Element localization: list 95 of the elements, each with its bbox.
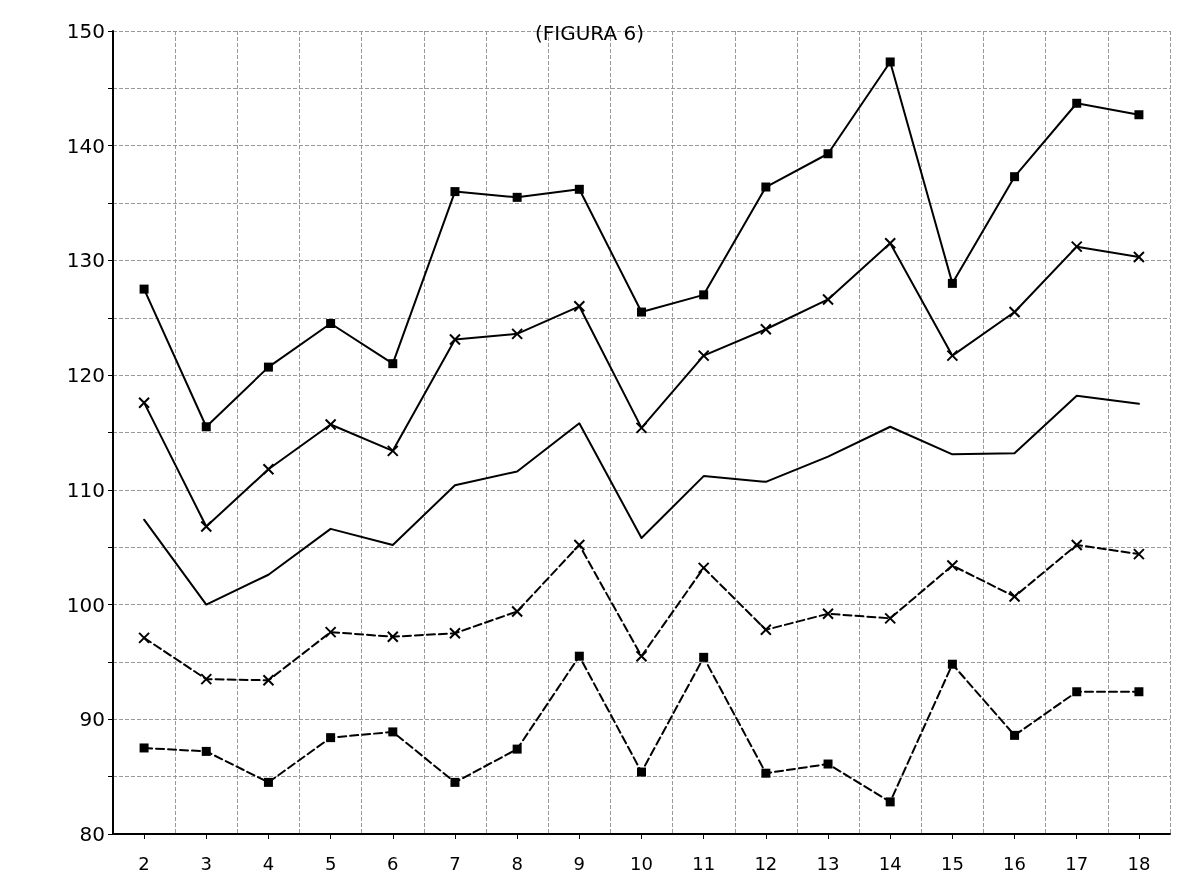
point xyxy=(262,463,275,476)
point xyxy=(1134,110,1144,120)
y-tick-label: 80 xyxy=(79,822,105,846)
point xyxy=(1008,590,1021,603)
point xyxy=(263,362,273,372)
point xyxy=(637,307,646,317)
point xyxy=(946,349,959,362)
point xyxy=(512,192,522,202)
x-tick-label: 10 xyxy=(630,852,653,874)
point xyxy=(324,626,337,639)
point xyxy=(1132,548,1145,561)
y-tick-label: 90 xyxy=(79,707,105,732)
point xyxy=(450,777,460,787)
point xyxy=(448,627,461,640)
x-tick-label: 18 xyxy=(1127,852,1151,874)
point xyxy=(759,623,772,636)
point xyxy=(511,605,524,618)
point xyxy=(761,182,771,192)
point xyxy=(450,187,460,197)
x-tick-label: 17 xyxy=(1065,852,1089,874)
point xyxy=(884,612,897,625)
point xyxy=(139,284,149,294)
point xyxy=(1072,98,1082,108)
point xyxy=(326,733,336,743)
point xyxy=(326,319,336,329)
line-series xyxy=(143,394,1140,606)
point xyxy=(388,727,398,737)
x-tick-label: 5 xyxy=(324,852,337,874)
point xyxy=(699,290,709,300)
point xyxy=(946,559,959,572)
y-tick-label: 120 xyxy=(66,363,105,388)
point xyxy=(388,359,398,369)
point xyxy=(823,149,833,159)
point xyxy=(138,396,151,409)
point xyxy=(574,651,584,661)
x-tick-label: 7 xyxy=(449,852,461,874)
point xyxy=(511,327,524,340)
point xyxy=(1070,538,1083,551)
point xyxy=(574,184,584,194)
point xyxy=(635,421,648,434)
point xyxy=(697,349,710,362)
point xyxy=(573,538,586,551)
x-tick-label: 12 xyxy=(754,852,778,874)
y-tick-label: 110 xyxy=(66,477,105,502)
point xyxy=(512,744,522,754)
point xyxy=(759,323,772,336)
point xyxy=(1010,730,1020,740)
point xyxy=(1070,240,1083,253)
x-tick-label: 9 xyxy=(573,852,586,874)
point xyxy=(1008,306,1021,319)
chart-title: (FIGURA 6) xyxy=(535,21,644,45)
point xyxy=(822,607,835,620)
point xyxy=(200,520,213,533)
point xyxy=(885,57,895,67)
point xyxy=(263,777,273,787)
point xyxy=(1132,250,1145,263)
point xyxy=(1010,172,1020,182)
x-tick-label: 2 xyxy=(138,852,150,874)
point xyxy=(947,278,957,288)
point xyxy=(884,237,897,250)
point xyxy=(448,333,461,346)
point xyxy=(138,631,151,644)
x-tick-label: 8 xyxy=(511,852,523,874)
x-tick-label: 15 xyxy=(940,852,964,874)
x-tick-label: 11 xyxy=(692,852,716,874)
point xyxy=(761,768,771,778)
point xyxy=(200,673,213,686)
point xyxy=(262,674,275,687)
point xyxy=(885,797,895,807)
x-tick-label: 14 xyxy=(878,852,902,874)
point xyxy=(139,743,149,753)
point xyxy=(947,659,957,669)
point xyxy=(699,652,709,662)
x-tick-label: 6 xyxy=(387,852,399,874)
x-tick-label: 13 xyxy=(816,852,840,874)
point xyxy=(637,767,646,777)
point xyxy=(201,746,211,756)
point xyxy=(386,630,399,643)
point xyxy=(201,422,211,432)
y-tick-label: 130 xyxy=(66,248,105,273)
x-tick-label: 4 xyxy=(262,852,275,874)
point xyxy=(1134,687,1144,697)
point xyxy=(822,293,835,306)
point xyxy=(386,444,399,457)
y-tick-label: 150 xyxy=(66,19,105,43)
point xyxy=(635,650,648,663)
x-tick-label: 16 xyxy=(1003,852,1027,874)
y-tick-label: 140 xyxy=(66,133,105,158)
point xyxy=(324,418,337,431)
point xyxy=(573,300,586,313)
x-tick-label: 3 xyxy=(200,852,212,874)
point xyxy=(697,561,710,574)
y-tick-label: 100 xyxy=(66,592,105,617)
point xyxy=(1072,687,1082,697)
point xyxy=(823,759,833,769)
